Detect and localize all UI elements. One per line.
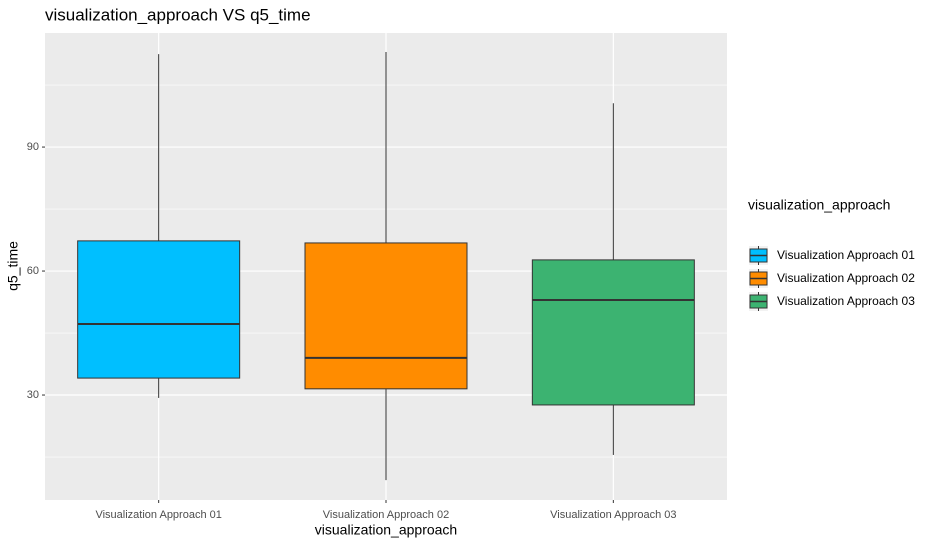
y-tick-label: 90 (27, 141, 39, 153)
legend-label: Visualization Approach 01 (777, 248, 915, 262)
y-tick-label: 60 (27, 265, 39, 277)
box (77, 240, 241, 379)
y-tick-label: 30 (27, 389, 39, 401)
x-tick-label: Visualization Approach 03 (550, 509, 676, 521)
box (304, 242, 468, 390)
legend-title: visualization_approach (748, 197, 890, 213)
box (531, 259, 695, 406)
x-tick-label: Visualization Approach 02 (323, 509, 449, 521)
y-axis-title: q5_time (5, 241, 21, 291)
x-axis-title: visualization_approach (315, 522, 457, 538)
legend-label: Visualization Approach 03 (777, 294, 915, 308)
legend-label: Visualization Approach 02 (777, 271, 915, 285)
chart-title: visualization_approach VS q5_time (45, 5, 311, 24)
x-tick-label: Visualization Approach 01 (95, 509, 221, 521)
